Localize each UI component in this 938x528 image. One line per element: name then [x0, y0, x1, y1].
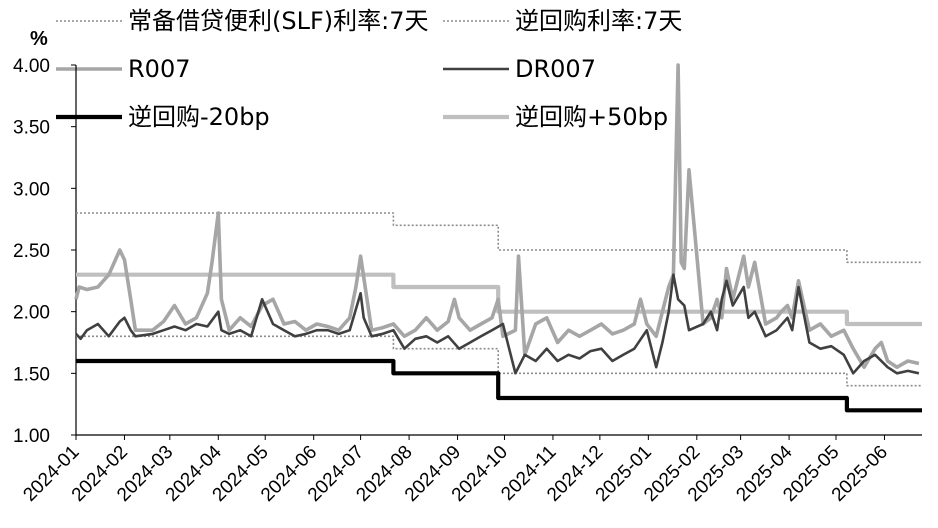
y-tick-label: 4.00 — [13, 56, 50, 77]
legend-label-2: R007 — [128, 55, 190, 83]
legend-label-4: 逆回购-20bp — [128, 103, 270, 131]
y-tick-label: 3.00 — [13, 179, 50, 200]
y-tick-label: 3.50 — [13, 118, 50, 139]
series-line-0 — [76, 212, 922, 264]
series-line-2 — [74, 63, 920, 370]
y-unit: % — [30, 28, 48, 50]
legend-label-3: DR007 — [515, 55, 596, 83]
y-tick-label: 2.50 — [13, 241, 50, 262]
y-tick-label: 1.00 — [13, 426, 50, 447]
series-line-3 — [75, 273, 920, 375]
legend: 常备借贷便利(SLF)利率:7天 逆回购利率:7天 R007 DR007 逆回购-20b… — [56, 7, 682, 131]
y-unit-label: % — [30, 28, 48, 50]
legend-label-5: 逆回购+50bp — [515, 103, 668, 131]
series-layer — [74, 63, 922, 413]
legend-label-1: 逆回购利率:7天 — [515, 7, 682, 35]
y-tick-label: 1.50 — [13, 364, 50, 385]
y-tick-label: 2.00 — [13, 303, 50, 324]
series-line-4 — [76, 358, 922, 413]
legend-label-0: 常备借贷便利(SLF)利率:7天 — [128, 7, 429, 35]
